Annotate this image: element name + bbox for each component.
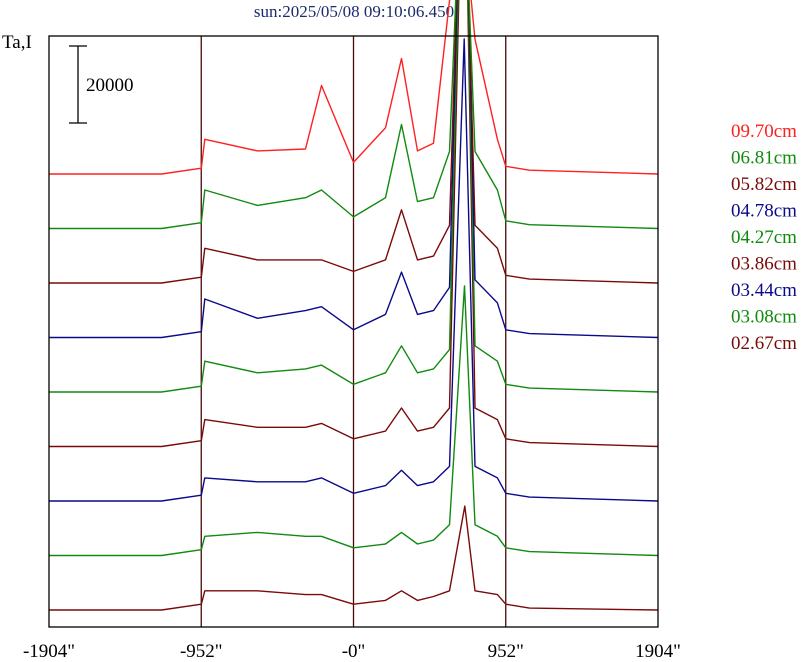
legend-entry-04-78cm: 04.78cm	[731, 201, 797, 222]
x-tick-label-0: -1904"	[23, 641, 75, 662]
series-line-06-81cm	[49, 0, 659, 230]
legend-entry-03-86cm: 03.86cm	[731, 254, 797, 275]
vertical-markers	[200, 36, 507, 627]
plot-frame	[48, 35, 659, 628]
legend-entry-06-81cm: 06.81cm	[731, 148, 797, 169]
x-tick-label-4: 1904"	[635, 641, 681, 662]
legend-entry-02-67cm: 02.67cm	[731, 333, 797, 354]
x-tick-labels: -1904" -952" -0" 952" 1904"	[23, 641, 681, 662]
series-group	[49, 0, 659, 611]
x-tick-label-1: -952"	[180, 641, 223, 662]
series-line-05-82cm	[49, 0, 659, 284]
legend-entry-09-70cm: 09.70cm	[731, 121, 797, 142]
legend-entry-03-44cm: 03.44cm	[731, 280, 797, 301]
series-line-03-86cm	[49, 0, 659, 448]
legend-entry-04-27cm: 04.27cm	[731, 227, 797, 248]
series-line-02-67cm	[49, 505, 659, 611]
series-line-04-78cm	[49, 0, 659, 339]
legend: 09.70cm 06.81cm 05.82cm 04.78cm 04.27cm 03.86…	[731, 121, 797, 354]
series-line-09-70cm	[49, 0, 659, 175]
series-line-03-44cm	[49, 38, 659, 502]
legend-entry-05-82cm: 05.82cm	[731, 174, 797, 195]
series-line-04-27cm	[49, 0, 659, 393]
scale-bar-label: 20000	[86, 75, 134, 96]
scale-bar: 20000	[69, 45, 134, 124]
series-line-03-08cm	[49, 285, 659, 557]
legend-entry-03-08cm: 03.08cm	[731, 307, 797, 328]
y-axis-label: Ta,I	[2, 32, 32, 53]
x-tick-label-2: -0"	[342, 641, 366, 662]
chart-title: sun:2025/05/08 09:10:06.450	[254, 2, 454, 21]
x-tick-label-3: 952"	[488, 641, 524, 662]
